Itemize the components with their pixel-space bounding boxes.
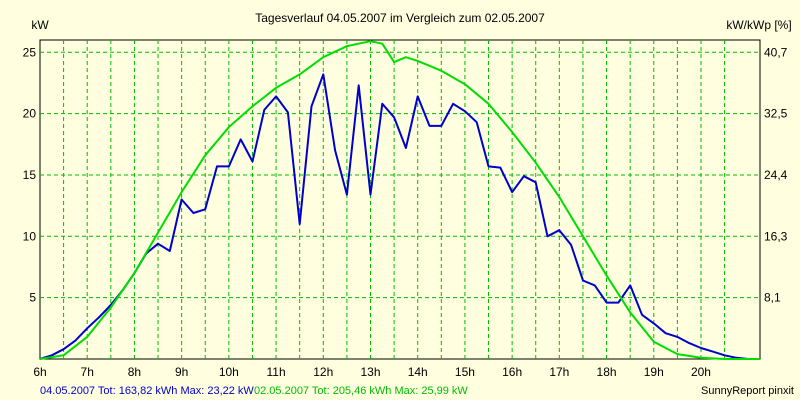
y-tick-label-right: 8,1 xyxy=(764,291,781,305)
x-tick-label: 7h xyxy=(81,365,94,379)
x-tick-label: 17h xyxy=(549,365,569,379)
x-tick-label: 15h xyxy=(455,365,475,379)
footer-series2-stats: 02.05.2007 Tot: 205,46 kWh Max: 25,99 kW xyxy=(254,385,468,397)
x-tick-label: 6h xyxy=(33,365,46,379)
x-tick-label: 8h xyxy=(128,365,141,379)
grid-layer xyxy=(40,40,760,359)
y-tick-label-right: 32,5 xyxy=(764,107,788,121)
x-tick-label: 14h xyxy=(408,365,428,379)
y-tick-label-left: 5 xyxy=(29,291,36,305)
y-tick-label-right: 16,3 xyxy=(764,229,788,243)
x-tick-label: 16h xyxy=(502,365,522,379)
x-tick-label: 19h xyxy=(644,365,664,379)
x-tick-label: 20h xyxy=(691,365,711,379)
x-tick-label: 13h xyxy=(360,365,380,379)
y-tick-label-left: 10 xyxy=(23,229,37,243)
plot-area xyxy=(39,39,761,360)
footer-credit: SunnyReport pinxit xyxy=(701,385,794,397)
x-tick-label: 11h xyxy=(266,365,285,379)
y-axis-label-right: kW/kWp [%] xyxy=(726,18,791,32)
y-axis-label-left: kW xyxy=(31,18,49,32)
series-line-2 xyxy=(39,40,760,360)
y-tick-label-left: 15 xyxy=(23,168,37,182)
x-tick-label: 12h xyxy=(313,365,333,379)
series-layer xyxy=(39,40,760,360)
y-tick-label-left: 25 xyxy=(23,45,37,59)
footer-series1-stats: 04.05.2007 Tot: 163,82 kWh Max: 23,22 kW xyxy=(40,385,254,397)
x-tick-label: 18h xyxy=(597,365,617,379)
x-tick-label: 9h xyxy=(175,365,188,379)
chart-title: Tagesverlauf 04.05.2007 im Vergleich zum… xyxy=(255,11,545,25)
x-tick-label: 10h xyxy=(219,365,239,379)
tick-layer: 6h 7h 8h 9h 10h 11h 12h 13h 14h 15h 16h 17h 18h 19h 20… xyxy=(23,45,788,379)
y-tick-label-right: 40,7 xyxy=(764,45,788,59)
series-line-1 xyxy=(39,73,760,360)
y-tick-label-right: 24,4 xyxy=(764,168,788,182)
y-tick-label-left: 20 xyxy=(23,107,37,121)
